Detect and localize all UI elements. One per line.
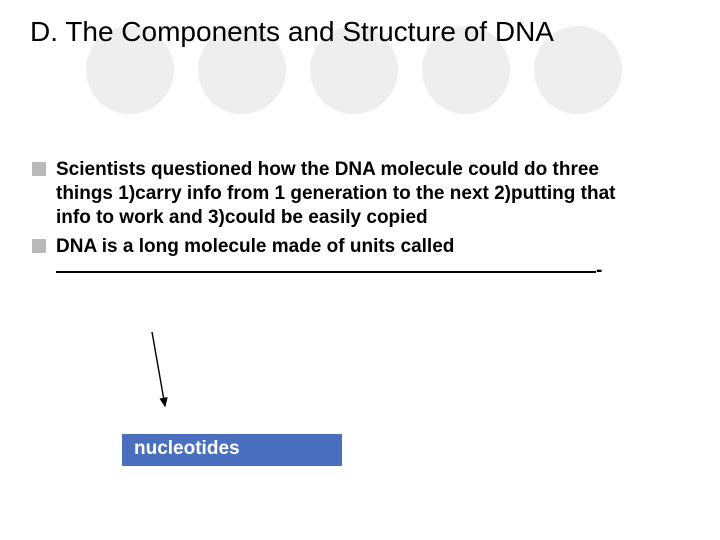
bullet-text: DNA is a long molecule made of units cal… (56, 235, 652, 283)
bullet-text-span: DNA is a long molecule made of units cal… (56, 236, 454, 257)
pointer-arrow-icon (110, 328, 190, 418)
blank-trailer: - (596, 260, 602, 281)
answer-text: nucleotides (134, 438, 240, 459)
slide: D. The Components and Structure of DNA S… (0, 0, 720, 540)
body-text: Scientists questioned how the DNA molecu… (32, 158, 652, 289)
bullet-text: Scientists questioned how the DNA molecu… (56, 158, 652, 229)
bullet-item: DNA is a long molecule made of units cal… (32, 235, 652, 283)
bullet-item: Scientists questioned how the DNA molecu… (32, 158, 652, 229)
bullet-marker-icon (32, 162, 46, 176)
fill-blank-line (56, 271, 596, 273)
answer-box: nucleotides (122, 434, 342, 466)
bullet-marker-icon (32, 239, 46, 253)
slide-title: D. The Components and Structure of DNA (30, 14, 670, 49)
